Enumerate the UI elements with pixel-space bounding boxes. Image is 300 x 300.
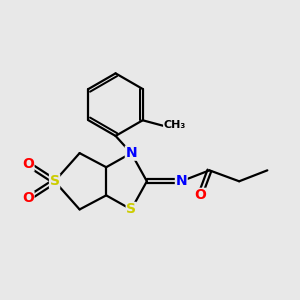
Text: N: N [125,146,137,160]
Text: O: O [22,191,34,206]
Text: S: S [126,202,136,216]
Text: O: O [194,188,206,203]
Text: O: O [22,157,34,171]
Text: S: S [50,174,60,188]
Text: N: N [176,174,187,188]
Text: CH₃: CH₃ [164,120,186,130]
